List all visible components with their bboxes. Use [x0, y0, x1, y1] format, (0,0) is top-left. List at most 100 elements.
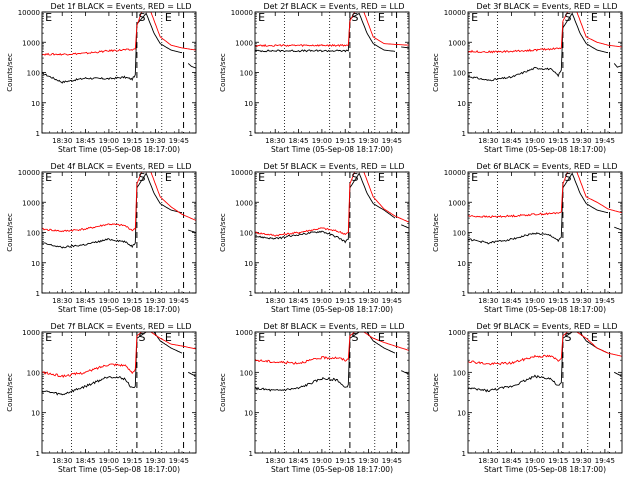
- y-tick-label: 10: [244, 410, 253, 418]
- x-tick-label: 19:45: [595, 297, 615, 305]
- y-tick-label: 1: [249, 130, 253, 138]
- x-tick-label: 19:15: [548, 297, 568, 305]
- lld-series-line: [42, 172, 196, 233]
- panel-title: Det 5f BLACK = Events, RED = LLD: [263, 162, 404, 171]
- y-tick-label: 10000: [444, 169, 466, 177]
- x-tick-label: 18:30: [265, 457, 285, 465]
- detector-panel-1: Det 1f BLACK = Events, RED = LLD Counts/s…: [6, 2, 197, 154]
- x-tick-label: 19:15: [548, 137, 568, 145]
- y-tick-label: 10: [31, 100, 40, 108]
- events-series-line: [42, 172, 183, 249]
- phase-marker-e: E: [591, 331, 598, 344]
- y-tick-label: 10: [457, 410, 466, 418]
- events-series-tail: [613, 63, 622, 68]
- detector-panel-8: Det 8f BLACK = Events, RED = LLD Counts/s…: [219, 322, 410, 474]
- phase-marker-e: E: [378, 11, 385, 24]
- phase-marker-e: E: [471, 11, 478, 24]
- x-tick-label: 19:30: [571, 137, 591, 145]
- y-tick-label: 1: [462, 290, 466, 298]
- x-tick-label: 18:45: [288, 137, 308, 145]
- phase-marker-e: E: [258, 171, 265, 184]
- events-series-line: [42, 332, 183, 396]
- y-tick-label: 1000: [22, 329, 40, 337]
- y-axis-label: Counts/sec: [432, 53, 440, 92]
- y-tick-label: 100: [27, 230, 40, 238]
- panel-title: Det 7f BLACK = Events, RED = LLD: [50, 322, 191, 331]
- x-tick-label: 19:30: [358, 137, 378, 145]
- x-tick-label: 19:00: [99, 457, 119, 465]
- y-tick-label: 100: [453, 70, 466, 78]
- y-tick-label: 1: [249, 290, 253, 298]
- y-tick-label: 100: [453, 369, 466, 377]
- plot-frame: [254, 11, 410, 134]
- x-tick-label: 18:45: [75, 297, 95, 305]
- events-series-line: [468, 12, 609, 82]
- y-tick-label: 1: [249, 450, 253, 458]
- phase-marker-e: E: [591, 11, 598, 24]
- events-series-line: [468, 332, 609, 393]
- y-tick-label: 1: [36, 450, 40, 458]
- x-axis-label: Start Time (05-Sep-08 18:17:00): [271, 145, 393, 154]
- x-tick-label: 18:30: [265, 137, 285, 145]
- x-tick-label: 19:45: [595, 457, 615, 465]
- events-series-tail: [613, 371, 622, 377]
- phase-marker-s: S: [351, 11, 358, 24]
- lld-series-line: [42, 332, 196, 379]
- events-series-line: [42, 12, 183, 84]
- y-tick-label: 10: [31, 410, 40, 418]
- x-tick-label: 18:45: [288, 457, 308, 465]
- plot-frame: [467, 331, 623, 454]
- events-series-line: [255, 332, 396, 392]
- lld-series-line: [468, 172, 622, 218]
- phase-marker-e: E: [45, 331, 52, 344]
- phase-marker-e: E: [591, 171, 598, 184]
- y-tick-label: 100: [453, 230, 466, 238]
- panel-title: Det 1f BLACK = Events, RED = LLD: [50, 2, 191, 11]
- y-axis-label: Counts/sec: [6, 53, 14, 92]
- phase-marker-s: S: [138, 171, 145, 184]
- detector-panel-4: Det 4f BLACK = Events, RED = LLD Counts/s…: [6, 162, 197, 314]
- y-tick-label: 1000: [448, 199, 466, 207]
- x-axis-label: Start Time (05-Sep-08 18:17:00): [58, 305, 180, 314]
- x-tick-label: 18:45: [75, 137, 95, 145]
- plot-frame: [467, 11, 623, 134]
- x-tick-label: 18:45: [501, 457, 521, 465]
- y-tick-label: 1000: [22, 199, 40, 207]
- x-tick-label: 19:15: [335, 457, 355, 465]
- y-tick-label: 10: [244, 100, 253, 108]
- detector-panel-6: Det 6f BLACK = Events, RED = LLD Counts/s…: [432, 162, 623, 314]
- plot-frame: [41, 11, 197, 134]
- y-tick-label: 10: [457, 260, 466, 268]
- y-axis-label: Counts/sec: [432, 373, 440, 412]
- x-tick-label: 19:45: [595, 137, 615, 145]
- y-tick-label: 1: [462, 130, 466, 138]
- plot-frame: [254, 171, 410, 294]
- x-tick-label: 19:30: [358, 457, 378, 465]
- y-tick-label: 10: [457, 100, 466, 108]
- y-tick-label: 10000: [231, 169, 253, 177]
- x-tick-label: 19:15: [335, 137, 355, 145]
- y-tick-label: 100: [27, 369, 40, 377]
- events-series-tail: [188, 229, 196, 233]
- y-axis-label: Counts/sec: [219, 213, 227, 252]
- x-tick-label: 19:45: [382, 297, 402, 305]
- y-axis-label: Counts/sec: [432, 213, 440, 252]
- x-tick-label: 19:00: [312, 297, 332, 305]
- x-tick-label: 19:30: [145, 137, 165, 145]
- x-tick-label: 19:00: [312, 137, 332, 145]
- detector-panel-9: Det 9f BLACK = Events, RED = LLD Counts/s…: [432, 322, 623, 474]
- events-series-tail: [614, 226, 622, 231]
- panel-title: Det 9f BLACK = Events, RED = LLD: [476, 322, 617, 331]
- events-series-tail: [401, 46, 409, 49]
- panel-title: Det 4f BLACK = Events, RED = LLD: [50, 162, 191, 171]
- x-tick-label: 19:15: [122, 457, 142, 465]
- phase-marker-e: E: [165, 171, 172, 184]
- x-tick-label: 19:30: [358, 297, 378, 305]
- panel-title: Det 2f BLACK = Events, RED = LLD: [263, 2, 404, 11]
- events-series-tail: [401, 224, 409, 229]
- x-tick-label: 18:45: [288, 297, 308, 305]
- y-axis-label: Counts/sec: [6, 373, 14, 412]
- x-tick-label: 19:00: [312, 457, 332, 465]
- x-axis-label: Start Time (05-Sep-08 18:17:00): [58, 465, 180, 474]
- plot-frame: [254, 331, 410, 454]
